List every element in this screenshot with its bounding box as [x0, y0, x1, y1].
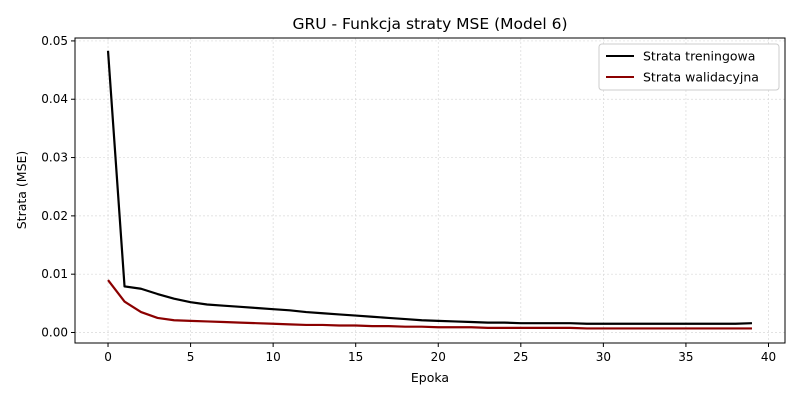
- x-tick-label: 20: [431, 350, 446, 364]
- x-tick-label: 40: [761, 350, 776, 364]
- y-tick-label: 0.05: [41, 34, 68, 48]
- legend: Strata treningowa Strata walidacyjna: [598, 43, 780, 91]
- series-line-strata-treningowa: [106, 50, 753, 325]
- y-tick-label: 0.00: [41, 326, 68, 340]
- chart-title: GRU - Funkcja straty MSE (Model 6): [292, 15, 567, 33]
- series-lines: [106, 50, 753, 330]
- y-tick-label: 0.03: [41, 151, 68, 165]
- x-axis-label: Epoka: [411, 370, 449, 385]
- y-tick-label: 0.01: [41, 267, 68, 281]
- x-tick-label: 5: [187, 350, 195, 364]
- y-tick-label: 0.02: [41, 209, 68, 223]
- x-tick-label: 30: [596, 350, 611, 364]
- legend-label-strata-treningowa: Strata treningowa: [643, 49, 755, 64]
- series-line-strata-walidacyjna: [107, 279, 752, 330]
- x-tick-label: 15: [348, 350, 363, 364]
- x-tick-label: 25: [513, 350, 528, 364]
- y-tick-label: 0.04: [41, 92, 68, 106]
- x-tick-label: 0: [104, 350, 112, 364]
- x-tick-label: 35: [678, 350, 693, 364]
- plot-frame: [74, 37, 786, 344]
- axis-ticks: 0 5 10 15 20 25 30 35 40 0.00 0.01 0.02 0.03 0.04 0.05: [41, 34, 776, 364]
- legend-label-strata-walidacyjna: Strata walidacyjna: [643, 70, 759, 85]
- grid: [75, 38, 785, 343]
- x-tick-label: 10: [265, 350, 280, 364]
- legend-box: [598, 43, 780, 91]
- y-axis-label: Strata (MSE): [14, 151, 29, 230]
